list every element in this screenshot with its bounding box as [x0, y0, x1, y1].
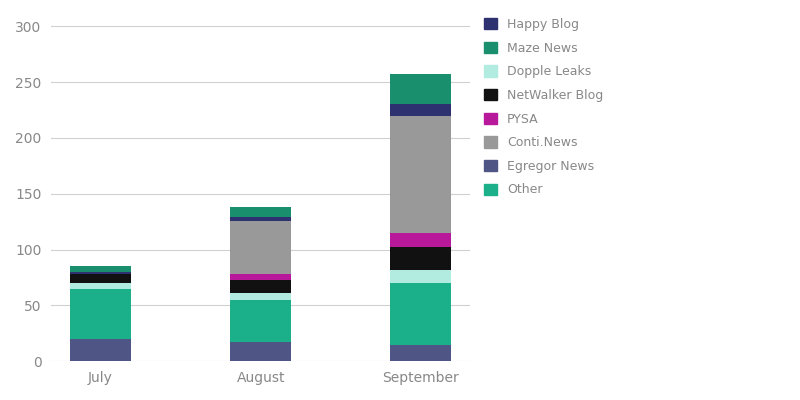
Bar	[230, 274, 291, 280]
Bar	[390, 270, 451, 283]
Bar	[230, 217, 291, 220]
Bar	[390, 283, 451, 344]
Bar	[390, 247, 451, 270]
Bar	[230, 280, 291, 293]
Bar	[230, 220, 291, 274]
Bar	[70, 289, 131, 339]
Bar	[70, 272, 131, 274]
Bar	[390, 233, 451, 247]
Bar	[70, 274, 131, 283]
Bar	[70, 266, 131, 272]
Bar	[390, 74, 451, 104]
Bar	[230, 342, 291, 361]
Bar	[230, 300, 291, 342]
Bar	[70, 339, 131, 361]
Legend: Happy Blog, Maze News, Dopple Leaks, NetWalker Blog, PYSA, Conti.News, Egregor N: Happy Blog, Maze News, Dopple Leaks, Net…	[481, 14, 607, 200]
Bar	[230, 293, 291, 300]
Bar	[70, 283, 131, 289]
Bar	[390, 116, 451, 233]
Bar	[390, 104, 451, 116]
Bar	[230, 207, 291, 217]
Bar	[390, 344, 451, 361]
